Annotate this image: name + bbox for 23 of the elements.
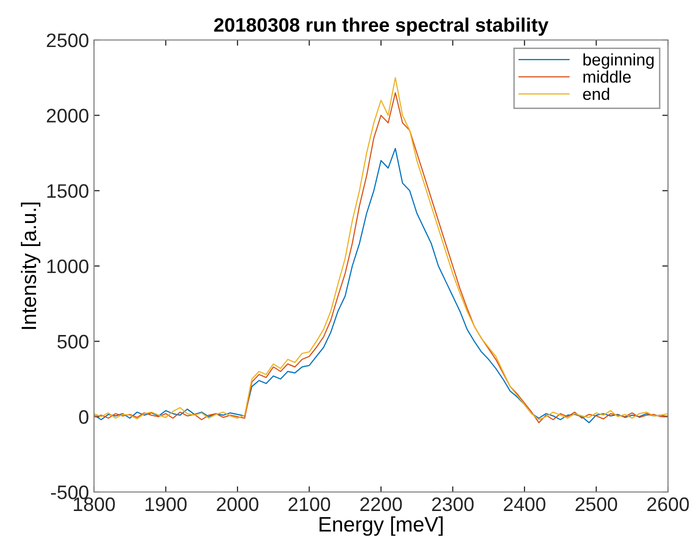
- y-tick-label: 2000: [46, 108, 88, 123]
- x-axis-title: Energy [meV]: [320, 516, 443, 536]
- x-tick-label: 1900: [146, 497, 187, 512]
- chart-title: 20180308 run three spectral stability: [214, 18, 548, 36]
- x-tick-label: 2100: [288, 497, 330, 512]
- x-tick-label: 2000: [216, 497, 258, 512]
- y-tick-label: 2500: [46, 33, 88, 48]
- legend-label: end: [583, 88, 610, 100]
- legend-label: beginning: [583, 53, 654, 69]
- y-tick-label: 1000: [47, 259, 88, 274]
- x-tick-label: 2400: [504, 497, 546, 512]
- legend-label: middle: [583, 70, 631, 83]
- x-tick-label: 2500: [576, 497, 618, 512]
- y-tick-label: 1500: [47, 184, 88, 198]
- x-tick-label: 2200: [360, 497, 402, 512]
- x-tick-label: 1800: [74, 497, 115, 512]
- line-series: [94, 148, 668, 424]
- x-tick-label: 2300: [432, 497, 474, 512]
- y-tick-label: 0: [79, 410, 88, 424]
- y-tick-label: -500: [51, 485, 88, 500]
- y-tick-label: 500: [57, 334, 88, 349]
- x-tick-label: 2600: [647, 497, 689, 512]
- y-axis-title: Intensity [a.u.]: [20, 202, 40, 329]
